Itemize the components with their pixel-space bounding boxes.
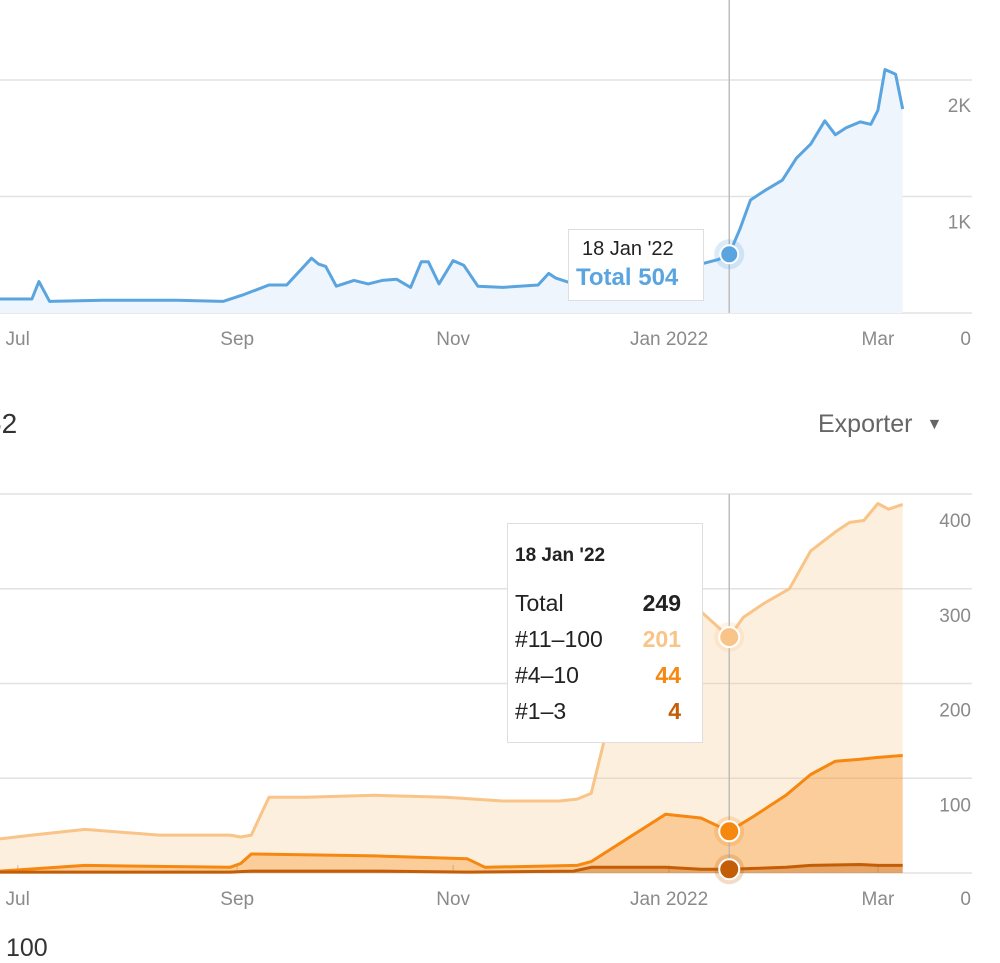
x-tick-label: Jan 2022 xyxy=(630,889,708,910)
tooltip-date: 18 Jan '22 xyxy=(515,545,606,566)
marker-dot xyxy=(719,244,740,265)
tooltip-row-label: Total xyxy=(515,590,564,616)
y-tick-label: 1K xyxy=(948,213,972,234)
x-tick-label: Mar xyxy=(862,329,895,350)
tooltip-row-label: #1–3 xyxy=(515,698,567,724)
y-tick-label: 2K xyxy=(948,96,972,117)
y-tick-label: 400 xyxy=(939,511,971,532)
tooltip-total: 18 Jan '22 Total 504 xyxy=(568,229,704,301)
export-label: Exporter xyxy=(818,410,913,438)
y-tick-label: 300 xyxy=(939,606,971,627)
export-button[interactable]: Exporter ▼ xyxy=(818,410,942,439)
section-count: 62 xyxy=(0,408,18,439)
caret-down-icon: ▼ xyxy=(926,415,943,433)
tooltip-total-value: Total 504 xyxy=(576,264,679,291)
x-tick-label: Nov xyxy=(436,329,470,350)
x-tick-label: Sep xyxy=(220,889,254,910)
x-tick-label: Mar xyxy=(862,889,895,910)
tooltip-row-label: #11–100 xyxy=(515,626,603,652)
x-tick-label: Sep xyxy=(220,329,254,350)
tooltip-row-value: 201 xyxy=(642,626,681,652)
series-1-3-area xyxy=(0,864,903,873)
tooltip-row-value: 4 xyxy=(668,698,681,724)
y-tick-label: 200 xyxy=(939,701,971,722)
organic-traffic-chart: Jul Sep Nov Jan 2022 Mar 0 1K 2K xyxy=(0,0,972,350)
tooltip-positions: 18 Jan '22 Total 249 #11–100 201 #4–10 4… xyxy=(507,523,703,743)
x-tick-label: Jul xyxy=(6,329,30,350)
x-tick-label: Nov xyxy=(436,889,470,910)
tooltip-row-label: #4–10 xyxy=(515,662,579,688)
series-1-3-line xyxy=(0,863,903,874)
series-4-10-marker-dot xyxy=(718,820,741,843)
tooltip-row-total: Total 249 xyxy=(515,590,681,620)
tooltip-date: 18 Jan '22 xyxy=(582,238,674,260)
cut-off-label: 100 xyxy=(6,934,48,962)
series-4-10-area xyxy=(0,755,903,873)
series-11-100-area xyxy=(0,503,903,873)
tooltip-row-11-100: #11–100 201 xyxy=(515,626,681,656)
tooltip-row-value: 44 xyxy=(655,662,681,688)
series-1-3-marker-dot xyxy=(718,858,741,881)
tooltip-row-value: 249 xyxy=(642,590,681,616)
y-tick-label: 100 xyxy=(939,795,971,816)
y-tick-label: 0 xyxy=(960,889,971,910)
series-11-100-line xyxy=(0,502,904,841)
series-11-100-marker-dot xyxy=(718,626,741,649)
x-tick-label: Jul xyxy=(6,889,30,910)
x-tick-label: Jan 2022 xyxy=(630,329,708,350)
tooltip-row-4-10: #4–10 44 xyxy=(515,662,681,692)
series-4-10-line xyxy=(0,754,903,873)
tooltip-row-1-3: #1–3 4 xyxy=(515,698,681,728)
total-line xyxy=(0,68,905,303)
y-tick-label: 0 xyxy=(960,329,971,350)
